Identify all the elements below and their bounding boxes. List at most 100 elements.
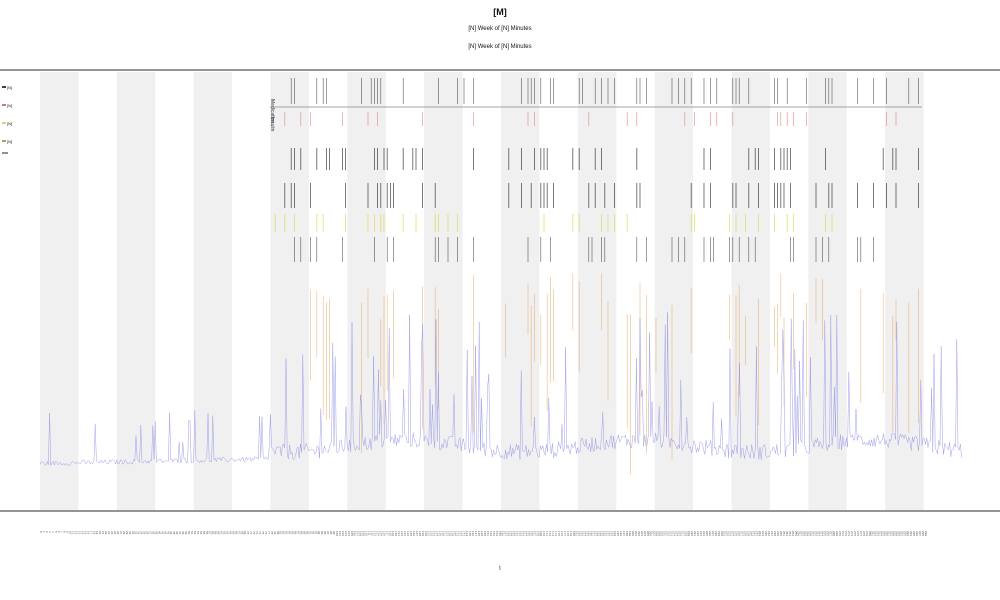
x-tick-label: 147	[474, 531, 478, 536]
x-tick-label: 185	[587, 531, 591, 536]
x-tick-label: 298	[921, 531, 925, 536]
x-tick-label: 192	[607, 531, 611, 536]
x-tick-label: 88	[300, 531, 304, 535]
x-tick-label: 211	[664, 531, 668, 536]
x-tick-label: 128	[418, 531, 422, 536]
x-tick-label: 238	[743, 531, 747, 536]
x-tick-label: 198	[625, 531, 629, 536]
x-tick-label: 119	[391, 531, 395, 536]
x-tick-label: 47	[178, 531, 182, 535]
x-tick-label: 239	[746, 531, 750, 536]
x-tick-label: 169	[539, 531, 543, 536]
x-tick-label: 15	[83, 531, 87, 535]
x-tick-label: 240	[749, 531, 753, 536]
x-tick-label: 65	[231, 531, 235, 535]
x-tick-label: 143	[462, 531, 466, 536]
x-tick-label: 45	[172, 531, 176, 535]
x-tick-label: 140	[453, 531, 457, 536]
x-tick-label: 63	[226, 531, 230, 535]
x-tick-label: 291	[900, 531, 904, 536]
x-tick-label: 288	[891, 531, 895, 536]
x-tick-label: 282	[874, 531, 878, 536]
x-tick-label: 32	[134, 531, 138, 535]
x-tick-label: 208	[655, 531, 659, 536]
x-tick-label: 220	[690, 531, 694, 536]
x-tick-label: 241	[752, 531, 756, 536]
x-tick-label: 14	[80, 531, 84, 535]
x-tick-label: 229	[717, 531, 721, 536]
x-tick-label: 250	[779, 531, 783, 536]
x-tick-label: 225	[705, 531, 709, 536]
x-tick-label: 265	[823, 531, 827, 536]
x-tick-label: 154	[495, 531, 499, 536]
x-tick-label: 285	[883, 531, 887, 536]
x-tick-label: 232	[726, 531, 730, 536]
x-tick-label: 109	[362, 531, 366, 536]
x-tick-label: 181	[575, 531, 579, 536]
x-tick-label: 155	[498, 531, 502, 536]
x-tick-label: 180	[572, 531, 576, 536]
x-tick-label: 56	[205, 531, 209, 535]
x-tick-label: 201	[634, 531, 638, 536]
x-tick-label: 148	[477, 531, 481, 536]
x-tick-label: 165	[527, 531, 531, 536]
x-tick-label: 230	[720, 531, 724, 536]
legend-label: [N]	[7, 139, 12, 144]
x-tick-label: 37	[149, 531, 153, 535]
x-tick-label: 117	[385, 531, 389, 536]
day-band	[270, 72, 309, 510]
x-tick-label: 221	[693, 531, 697, 536]
x-tick-label: 295	[912, 531, 916, 536]
x-tick-label: 219	[687, 531, 691, 536]
x-tick-label: 40	[157, 531, 161, 535]
x-tick-label: 92	[311, 531, 315, 535]
x-tick-label: 122	[400, 531, 404, 536]
x-tick-label: 2	[45, 531, 49, 533]
x-tick-label: 76	[264, 531, 268, 535]
x-tick-label: 10	[69, 531, 73, 535]
x-tick-label: 129	[421, 531, 425, 536]
x-tick-label: 203	[640, 531, 644, 536]
x-tick-label: 130	[424, 531, 428, 536]
x-tick-label: 49	[184, 531, 188, 535]
x-tick-label: 194	[613, 531, 617, 536]
x-tick-label: 127	[415, 531, 419, 536]
x-tick-label: 183	[581, 531, 585, 536]
x-tick-label: 215	[675, 531, 679, 536]
x-tick-label: 120	[394, 531, 398, 536]
x-tick-label: 166	[530, 531, 534, 536]
x-tick-label: 253	[788, 531, 792, 536]
x-tick-label: 277	[859, 531, 863, 536]
x-tick-label: 0	[39, 531, 43, 533]
x-tick-label: 38	[152, 531, 156, 535]
x-tick-label: 167	[533, 531, 537, 536]
x-tick-label: 101	[338, 531, 342, 536]
x-tick-label: 195	[616, 531, 620, 536]
x-tick-label: 21	[101, 531, 105, 535]
x-tick-label: 256	[797, 531, 801, 536]
x-tick-label: 269	[835, 531, 839, 536]
legend-label: [N]	[7, 103, 12, 108]
x-tick-label: 268	[832, 531, 836, 536]
x-tick-label: 171	[545, 531, 549, 536]
x-tick-label: 29	[125, 531, 129, 535]
x-tick-label: 209	[658, 531, 662, 536]
x-tick-label: 118	[388, 531, 392, 536]
x-tick-label: 6	[57, 531, 61, 533]
x-tick-label: 283	[877, 531, 881, 536]
x-tick-label: 67	[237, 531, 241, 535]
x-tick-label: 1	[42, 531, 46, 533]
x-tick-label: 246	[767, 531, 771, 536]
chart-title: [M]	[493, 7, 507, 17]
x-tick-label: 25	[113, 531, 117, 535]
x-tick-label: 5	[54, 531, 58, 533]
x-tick-label: 153	[492, 531, 496, 536]
x-tick-label: 78	[270, 531, 274, 535]
x-tick-label: 235	[735, 531, 739, 536]
x-tick-label: 251	[782, 531, 786, 536]
x-tick-label: 135	[439, 531, 443, 536]
x-tick-label: 214	[672, 531, 676, 536]
x-tick-label: 102	[341, 531, 345, 536]
